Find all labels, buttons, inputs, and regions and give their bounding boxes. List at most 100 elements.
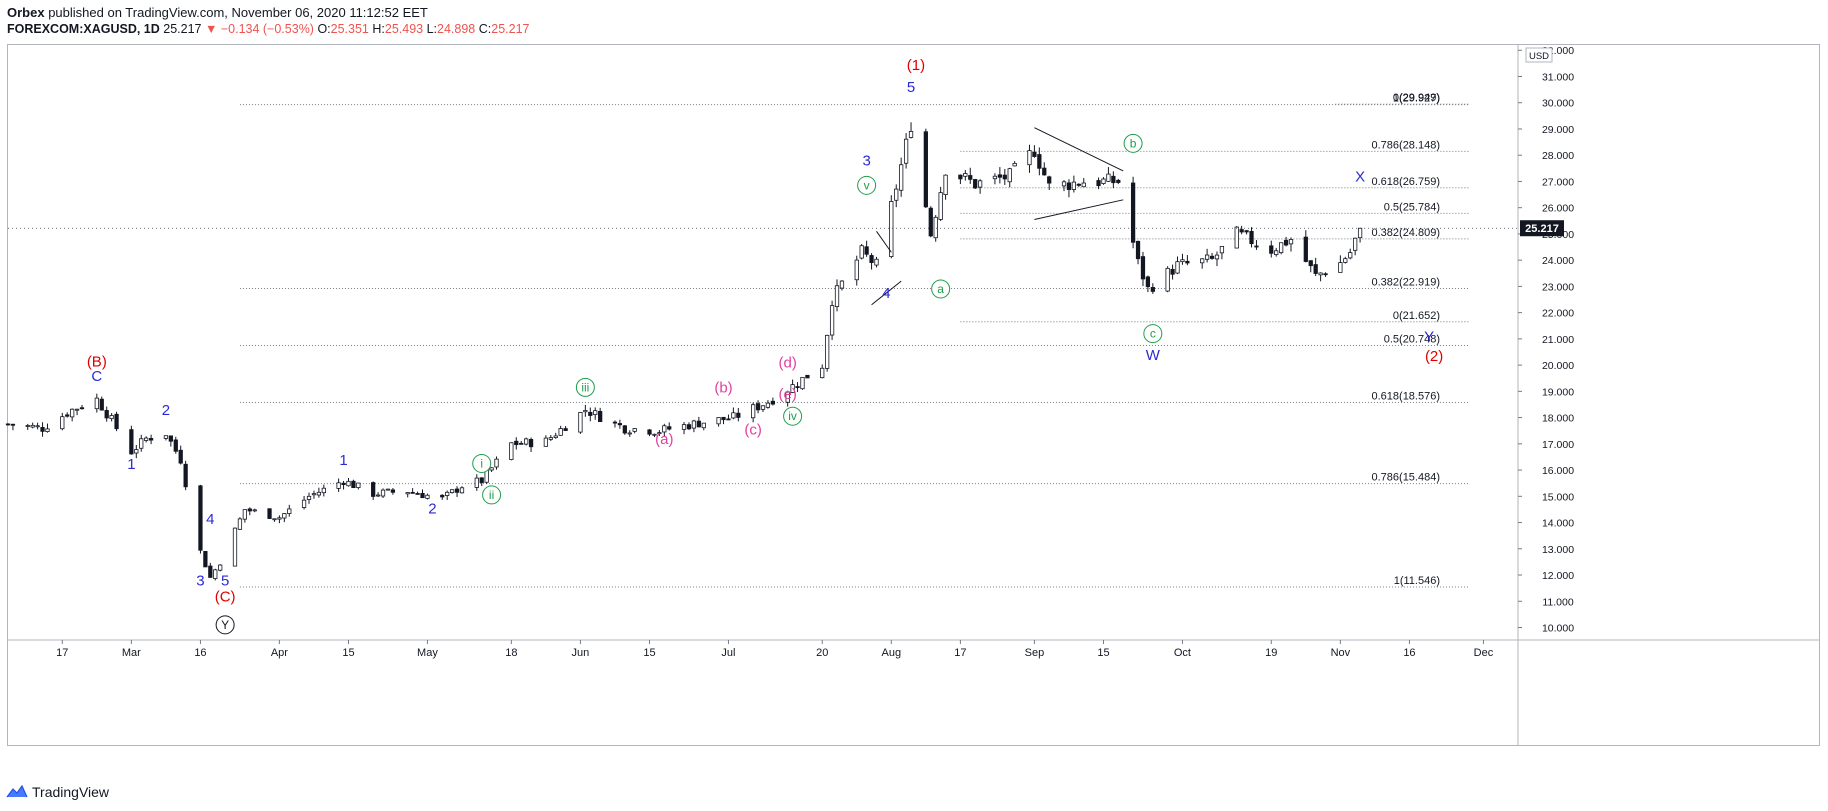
candle-body xyxy=(341,482,346,486)
candle-body xyxy=(578,412,583,433)
candle-body xyxy=(509,442,514,460)
wave-label: 1 xyxy=(127,456,135,473)
candle-body xyxy=(410,491,415,494)
candle-body xyxy=(943,174,948,196)
candle-body xyxy=(70,408,75,418)
fib-level-label: 0.382(22.919) xyxy=(1372,277,1441,289)
x-tick-label: 16 xyxy=(194,647,206,659)
candle-body xyxy=(958,174,963,180)
x-tick-label: 20 xyxy=(816,647,828,659)
candle-body xyxy=(371,482,376,497)
footer: TradingView xyxy=(6,784,109,800)
candle-body xyxy=(65,414,70,417)
candle-body xyxy=(977,180,983,188)
candle-body xyxy=(928,207,933,237)
candle-body xyxy=(963,173,968,177)
candle-body xyxy=(1357,227,1363,239)
candle-body xyxy=(277,517,282,520)
wave-label: 2 xyxy=(162,402,170,419)
candle-body xyxy=(1042,167,1047,176)
candle-body xyxy=(267,508,272,519)
published-text: published on TradingView.com, November 0… xyxy=(48,5,428,20)
candle-body xyxy=(820,367,825,379)
footer-brand[interactable]: TradingView xyxy=(32,784,110,800)
wave-label: i xyxy=(480,456,483,470)
candle-body xyxy=(691,420,697,429)
candle-body xyxy=(1185,260,1190,264)
candle-body xyxy=(721,416,726,421)
candle-body xyxy=(933,216,938,239)
candle-body xyxy=(992,175,998,180)
x-tick-label: Nov xyxy=(1331,647,1351,659)
candle-body xyxy=(242,509,247,520)
fib-level-label: 0(21.652) xyxy=(1393,310,1440,322)
x-tick-label: Sep xyxy=(1025,647,1045,659)
wave-label: 3 xyxy=(862,153,870,170)
fib-level-label: 0(29.949) xyxy=(1393,92,1440,104)
y-tick-label: 16.000 xyxy=(1542,465,1574,477)
fib-level-label: 1(29.927) xyxy=(1393,93,1440,105)
candle-body xyxy=(864,246,869,255)
candle-body xyxy=(425,494,430,499)
candle-body xyxy=(1007,168,1012,183)
candle-body xyxy=(321,487,326,494)
candle-body xyxy=(973,179,978,189)
candle-body xyxy=(45,428,50,432)
fib-level-label: 0.382(24.809) xyxy=(1372,227,1441,239)
wave-label-circle xyxy=(1123,133,1143,153)
candle-body xyxy=(479,477,484,483)
x-tick-label: Jul xyxy=(721,647,735,659)
candle-body xyxy=(825,334,830,369)
candle-body xyxy=(1116,179,1121,183)
y-tick-label: 15.000 xyxy=(1542,491,1574,503)
candle-body xyxy=(440,494,445,498)
wave-label: (a) xyxy=(655,431,673,448)
wedge-lower-line xyxy=(1034,199,1124,220)
candle-body xyxy=(1061,181,1067,187)
candle-body xyxy=(874,258,879,266)
fib-level-label: 1(11.546) xyxy=(1394,575,1440,587)
candle-body xyxy=(617,423,623,426)
candle-body xyxy=(1308,260,1313,267)
wave-label: 5 xyxy=(221,573,229,590)
wave-label-circle xyxy=(575,377,595,397)
candle-body xyxy=(272,518,277,521)
publisher-name[interactable]: Orbex xyxy=(7,5,45,20)
candle-body xyxy=(667,426,672,430)
candle-body xyxy=(647,429,652,435)
candle-body xyxy=(1323,273,1328,276)
y-tick-label: 27.000 xyxy=(1542,176,1574,188)
candle-body xyxy=(558,428,563,436)
candle-body xyxy=(489,467,494,471)
y-tick-label: 14.000 xyxy=(1542,518,1574,530)
candle-body xyxy=(726,418,731,421)
candle-body xyxy=(1111,175,1116,184)
candle-body xyxy=(923,131,928,208)
candle-body xyxy=(415,493,420,495)
candle-body xyxy=(1288,239,1294,245)
candle-body xyxy=(1303,236,1308,262)
candle-body xyxy=(1012,163,1017,167)
wave-label: Y xyxy=(221,618,229,632)
symbol-name[interactable]: FOREXCOM:XAGUSD, 1D xyxy=(7,22,160,36)
low-value: 24.898 xyxy=(437,22,476,36)
last-price-label: 25.217 xyxy=(1525,223,1559,235)
x-tick-label: 17 xyxy=(56,647,68,659)
candle-body xyxy=(1101,178,1106,184)
chart-frame[interactable] xyxy=(7,44,1820,746)
candle-body xyxy=(652,433,657,436)
candle-body xyxy=(834,285,840,307)
candle-body xyxy=(218,564,223,571)
candle-body xyxy=(736,412,741,418)
tradingview-logo-icon[interactable] xyxy=(6,785,28,799)
last-price: 25.217 xyxy=(163,22,202,36)
candle-body xyxy=(751,404,756,419)
candle-body xyxy=(598,410,603,423)
candle-body xyxy=(612,421,618,424)
y-tick-label: 22.000 xyxy=(1542,308,1574,320)
wave-label: Y xyxy=(1424,329,1434,346)
candle-body xyxy=(351,480,356,489)
wave-label: C xyxy=(91,368,102,385)
publisher-line: Orbex published on TradingView.com, Nove… xyxy=(7,4,529,21)
